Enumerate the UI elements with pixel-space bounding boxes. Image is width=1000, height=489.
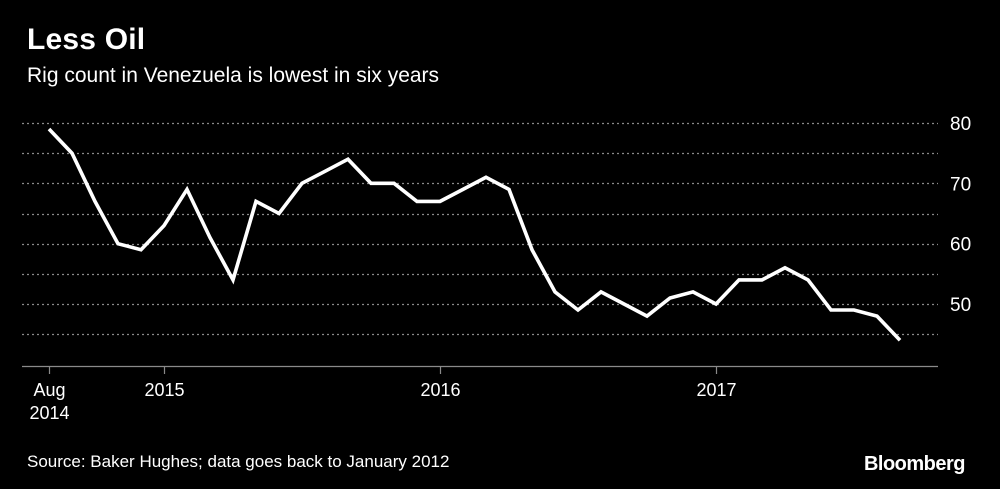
y-tick-label-60: 60 [950,235,971,256]
source-note: Source: Baker Hughes; data goes back to … [27,452,450,471]
x-tick-label-2017: 2017 [696,380,736,400]
y-tick-label-80: 80 [950,114,971,135]
x-tick-label-2016: 2016 [420,380,460,400]
x-axis-labels: Aug 2014 2015 2016 2017 [29,380,736,423]
x-tick-label-2015: 2015 [144,380,184,400]
series-layer [47,127,902,342]
chart-subtitle: Rig count in Venezuela is lowest in six … [27,64,440,87]
y-tick-label-50: 50 [950,295,971,316]
y-tick-label-70: 70 [950,174,971,195]
x-tick-label-Aug: Aug [33,380,65,400]
x-tick-sublabel-2014: 2014 [29,403,69,423]
bloomberg-logo: Bloomberg [863,453,966,475]
chart-title: Less Oil [27,23,146,56]
x-axis [22,365,938,374]
series-line-0 [47,127,902,342]
y-axis-labels: 50 60 70 80 [950,114,971,316]
